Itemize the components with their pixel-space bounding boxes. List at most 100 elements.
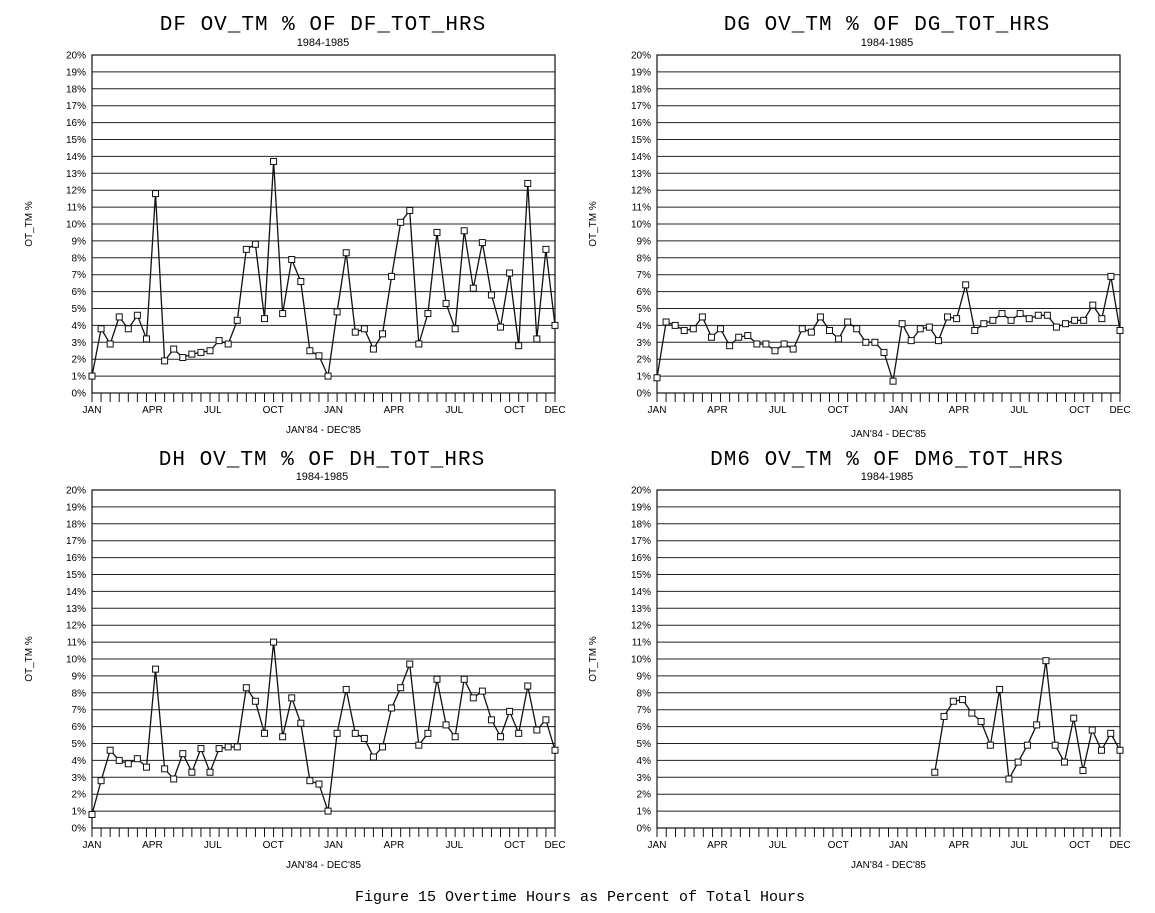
data-point: [260, 315, 268, 323]
data-point: [133, 311, 141, 319]
data-point: [515, 729, 523, 737]
data-point: [551, 321, 559, 329]
data-point: [379, 743, 387, 751]
data-point: [242, 245, 250, 253]
data-point: [1007, 316, 1015, 324]
data-point: [953, 315, 961, 323]
x-tick-label: APR: [949, 405, 970, 416]
x-tick-label: JUL: [204, 840, 222, 851]
data-point: [949, 697, 957, 705]
data-point: [487, 291, 495, 299]
y-tick-label: 19%: [66, 67, 86, 78]
x-tick-label: JUL: [1010, 840, 1028, 851]
data-point: [816, 313, 824, 321]
x-tick-label: DEC: [1109, 405, 1130, 416]
data-point: [333, 308, 341, 316]
data-point: [1052, 323, 1060, 331]
data-point: [161, 765, 169, 773]
data-point: [288, 255, 296, 263]
data-point: [998, 310, 1006, 318]
data-point: [931, 768, 939, 776]
y-tick-label: 0%: [637, 389, 652, 400]
data-point: [97, 777, 105, 785]
y-tick-label: 4%: [637, 756, 652, 767]
data-point: [161, 357, 169, 365]
data-point: [1107, 729, 1115, 737]
y-axis-label: OT_TM %: [24, 636, 35, 682]
data-point: [88, 372, 96, 380]
y-tick-label: 3%: [72, 773, 87, 784]
chart-subtitle: 1984-1985: [297, 37, 350, 49]
data-point: [744, 332, 752, 340]
data-point: [487, 716, 495, 724]
x-tick-label: OCT: [263, 840, 284, 851]
data-point: [959, 696, 967, 704]
data-point: [1062, 320, 1070, 328]
data-point: [188, 768, 196, 776]
chart-subtitle: 1984-1985: [296, 471, 349, 483]
x-tick-label: JAN: [324, 405, 343, 416]
y-tick-label: 17%: [631, 536, 651, 547]
data-point: [206, 768, 214, 776]
data-point: [478, 687, 486, 695]
data-point: [469, 284, 477, 292]
data-point: [206, 347, 214, 355]
y-tick-label: 14%: [631, 587, 651, 598]
y-tick-label: 7%: [72, 270, 87, 281]
y-tick-label: 6%: [72, 287, 87, 298]
y-tick-label: 13%: [631, 604, 651, 615]
data-point: [197, 745, 205, 753]
data-point: [297, 277, 305, 285]
data-point: [1025, 315, 1033, 323]
data-point: [753, 340, 761, 348]
y-tick-label: 20%: [66, 51, 86, 62]
data-point: [506, 269, 514, 277]
data-point: [152, 190, 160, 198]
x-axis-label: JAN'84 - DEC'85: [851, 860, 926, 871]
y-tick-label: 9%: [72, 671, 87, 682]
y-tick-label: 4%: [72, 321, 87, 332]
y-tick-label: 17%: [631, 101, 651, 112]
x-tick-label: JAN: [889, 840, 908, 851]
data-point: [224, 743, 232, 751]
data-point: [653, 374, 661, 382]
data-point: [916, 325, 924, 333]
data-point: [142, 335, 150, 343]
data-point: [771, 347, 779, 355]
data-point: [835, 335, 843, 343]
data-point: [379, 330, 387, 338]
x-tick-label: DEC: [544, 405, 565, 416]
data-point: [986, 741, 994, 749]
data-point: [689, 325, 697, 333]
y-tick-label: 1%: [637, 807, 652, 818]
data-point: [106, 746, 114, 754]
y-tick-label: 0%: [72, 824, 87, 835]
data-point: [424, 729, 432, 737]
data-point: [968, 709, 976, 717]
data-point: [789, 345, 797, 353]
data-point: [115, 313, 123, 321]
series-line: [656, 276, 1121, 382]
data-point: [88, 810, 96, 818]
data-point: [780, 340, 788, 348]
x-tick-label: JUL: [769, 405, 787, 416]
data-point: [478, 239, 486, 247]
chart-title: DH OV_TM % OF DH_TOT_HRS: [159, 449, 485, 472]
y-tick-label: 7%: [637, 270, 652, 281]
y-tick-label: 20%: [66, 486, 86, 497]
data-point: [971, 326, 979, 334]
y-tick-label: 12%: [66, 186, 86, 197]
data-point: [406, 660, 414, 668]
data-point: [1023, 741, 1031, 749]
data-point: [907, 337, 915, 345]
data-point: [351, 729, 359, 737]
y-tick-label: 1%: [72, 372, 87, 383]
data-point: [242, 684, 250, 692]
x-tick-label: OCT: [1069, 405, 1090, 416]
data-point: [680, 326, 688, 334]
data-point: [1088, 726, 1096, 734]
data-point: [962, 281, 970, 289]
